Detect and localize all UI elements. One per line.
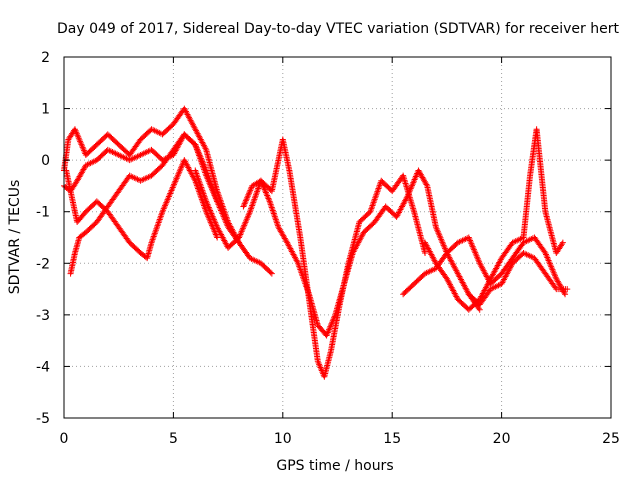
data-point (273, 219, 280, 226)
x-tick-label: 0 (60, 431, 69, 447)
x-tick-label: 25 (602, 431, 620, 447)
data-point (214, 234, 221, 241)
data-point (272, 216, 279, 223)
data-point (265, 195, 272, 202)
grid-lines (64, 57, 611, 418)
data-point (259, 182, 266, 189)
y-tick-label: -3 (36, 308, 50, 324)
series-arc-d (67, 131, 275, 277)
plot-frame (63, 56, 612, 419)
data-point (258, 179, 265, 186)
data-point (261, 186, 268, 193)
x-tick-label: 15 (383, 431, 401, 447)
series-arc-f (240, 167, 483, 339)
data-point (269, 205, 276, 212)
data-point (202, 145, 209, 152)
data-point (242, 197, 249, 204)
data-point (264, 193, 271, 200)
data-point (564, 286, 571, 293)
data-point (247, 187, 254, 194)
x-tick-label: 5 (169, 431, 178, 447)
series-arc-i (465, 249, 571, 308)
data-point (271, 213, 278, 220)
chart-title: Day 049 of 2017, Sidereal Day-to-day VTE… (57, 21, 619, 37)
data-point (243, 196, 250, 203)
series-arc-e (192, 136, 429, 380)
y-tick-label: -5 (36, 411, 50, 427)
y-tick-label: 1 (41, 102, 50, 118)
data-point (328, 320, 335, 327)
data-point (242, 199, 249, 206)
data-point (331, 314, 338, 321)
data-point (561, 289, 568, 296)
data-point (241, 202, 248, 209)
data-point (552, 284, 559, 291)
data-point (245, 191, 252, 198)
data-point (246, 188, 253, 195)
data-point (326, 326, 333, 333)
data-point (273, 218, 280, 225)
data-point (326, 325, 333, 332)
data-point (329, 317, 336, 324)
series-arc-h (422, 126, 566, 313)
data-point (562, 291, 569, 298)
data-point (270, 209, 277, 216)
data-point (324, 329, 331, 336)
y-tick-label: -4 (36, 359, 50, 375)
data-point (268, 270, 275, 277)
data-point (257, 177, 264, 184)
y-tick-label: -2 (36, 256, 50, 272)
data-point (327, 323, 334, 330)
data-point (262, 188, 269, 195)
data-point (294, 258, 301, 265)
data-point (260, 183, 267, 190)
data-point (272, 215, 279, 222)
y-tick-label: -1 (36, 205, 50, 221)
y-tick-label: 2 (41, 50, 50, 66)
y-axis-label: SDTVAR / TECUs (7, 180, 23, 295)
plot-data (61, 105, 571, 380)
data-point (329, 319, 336, 326)
data-point (268, 204, 275, 211)
series-arc-c (63, 157, 221, 262)
data-point (266, 196, 273, 203)
data-point (271, 212, 278, 219)
y-tick-label: 0 (41, 153, 50, 169)
data-point (259, 180, 266, 187)
data-point (241, 200, 248, 207)
data-point (324, 331, 331, 338)
data-point (269, 207, 276, 214)
data-point (262, 189, 269, 196)
data-point (246, 190, 253, 197)
data-point (264, 192, 271, 199)
data-point (422, 249, 429, 256)
data-point (240, 203, 247, 210)
data-point (423, 181, 430, 188)
x-tick-label: 10 (274, 431, 292, 447)
x-axis-label: GPS time / hours (276, 458, 393, 474)
data-point (268, 202, 275, 209)
axis-ticks: 0 5 10 15 20 25 -5 -4 -3 -2 -1 0 1 2 (36, 50, 620, 447)
data-point (325, 328, 332, 335)
data-point (263, 191, 270, 198)
data-point (270, 210, 277, 217)
data-point (330, 316, 337, 323)
data-point (247, 185, 254, 192)
data-point (327, 322, 334, 329)
data-point (476, 306, 483, 313)
data-point (261, 185, 268, 192)
x-tick-label: 20 (493, 431, 511, 447)
data-point (323, 332, 330, 339)
series-arc-g (400, 234, 569, 298)
data-point (331, 313, 338, 320)
data-point (403, 194, 410, 201)
data-point (558, 241, 565, 248)
data-point (267, 269, 274, 276)
data-point (559, 239, 566, 246)
data-point (244, 193, 251, 200)
data-point (244, 194, 251, 201)
